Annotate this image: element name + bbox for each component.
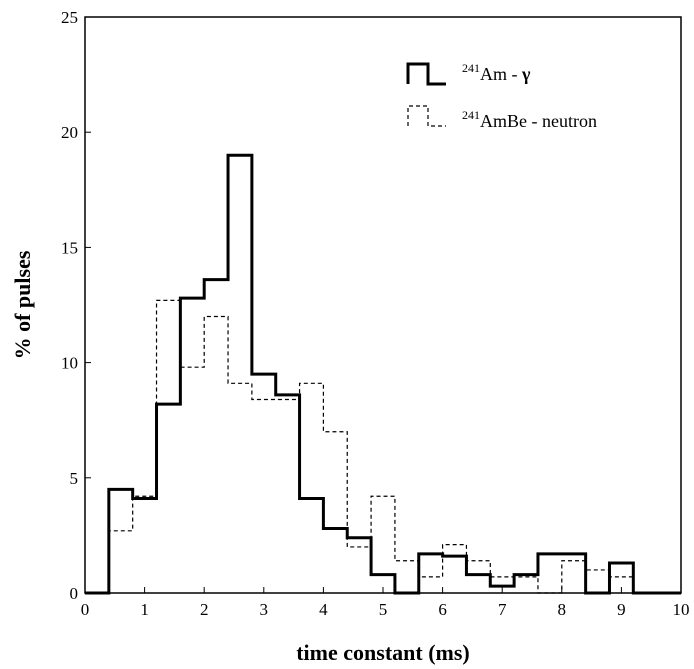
x-tick-label: 3 [260, 600, 269, 619]
y-tick-label: 0 [70, 584, 79, 603]
legend-label-series-1: 241Am - γ [462, 61, 531, 84]
y-axis-title: % of pulses [10, 250, 35, 359]
y-tick-label: 25 [61, 8, 78, 27]
histogram-series-1 [85, 153, 681, 595]
x-tick-label: 1 [140, 600, 149, 619]
y-axis-ticks: 0 5 10 15 20 25 [61, 8, 91, 603]
legend: 241Am - γ 241AmBe - neutron [406, 61, 597, 131]
legend-swatch-series-2 [407, 105, 446, 127]
x-tick-label: 2 [200, 600, 209, 619]
y-tick-label: 5 [70, 469, 79, 488]
x-tick-label: 0 [81, 600, 90, 619]
plot-frame [84, 16, 682, 594]
y-tick-label: 20 [61, 123, 78, 142]
histogram-series-2 [85, 299, 681, 594]
series-layer [85, 153, 681, 595]
x-tick-label: 9 [617, 600, 626, 619]
y-tick-label: 15 [61, 238, 78, 257]
x-axis-title: time constant (ms) [296, 640, 470, 665]
legend-label-series-2: 241AmBe - neutron [462, 108, 597, 131]
x-tick-label: 6 [438, 600, 447, 619]
x-tick-label: 8 [558, 600, 567, 619]
y-tick-label: 10 [61, 354, 78, 373]
x-tick-label: 7 [498, 600, 507, 619]
x-tick-label: 5 [379, 600, 388, 619]
legend-swatch-series-1 [406, 62, 446, 86]
x-tick-label: 4 [319, 600, 328, 619]
x-tick-label: 10 [673, 600, 690, 619]
x-axis-ticks: 0 1 2 3 4 5 6 7 8 9 10 [81, 587, 690, 619]
